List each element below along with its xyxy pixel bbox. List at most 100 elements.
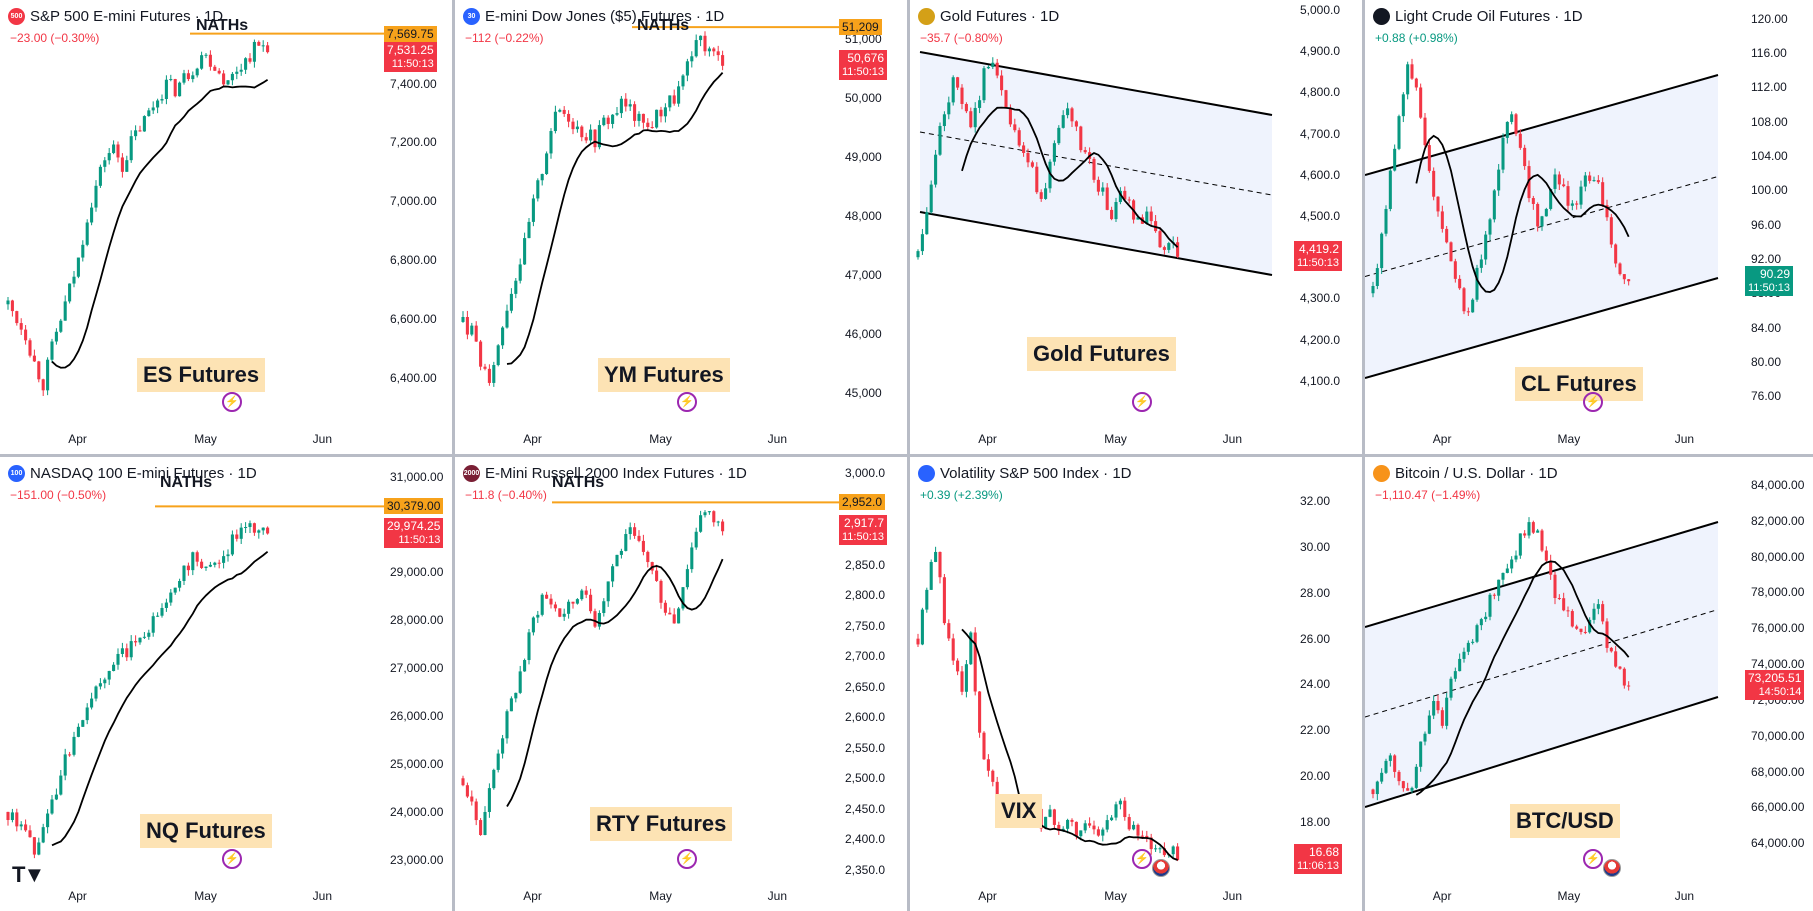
candle-body[interactable] [1583,175,1587,187]
candle-body[interactable] [1017,130,1021,146]
candle-body[interactable] [120,648,124,654]
candle-body[interactable] [474,325,478,342]
candle-body[interactable] [129,641,133,658]
candle-body[interactable] [252,523,256,533]
candle-body[interactable] [6,811,10,821]
candle-body[interactable] [1596,604,1600,609]
candle-body[interactable] [1039,192,1043,199]
candle-body[interactable] [226,554,230,557]
candle-body[interactable] [496,345,500,366]
candle-body[interactable] [164,602,168,608]
candle-body[interactable] [655,570,659,581]
candle-body[interactable] [1579,186,1583,205]
candle-body[interactable] [474,801,478,821]
us-flag-icon[interactable] [1603,859,1621,877]
candle-body[interactable] [575,126,579,130]
candle-body[interactable] [1375,268,1379,287]
candle-body[interactable] [1549,188,1553,209]
candle-body[interactable] [1101,187,1105,192]
candle-body[interactable] [204,566,208,568]
candle-body[interactable] [969,632,973,665]
candle-body[interactable] [1488,219,1492,235]
candle-body[interactable] [956,660,960,672]
candle-body[interactable] [1070,819,1074,822]
candle-body[interactable] [677,608,681,624]
candle-body[interactable] [37,842,41,855]
candle-body[interactable] [1609,217,1613,245]
candle-body[interactable] [628,527,632,535]
candle-body[interactable] [1518,133,1522,148]
candle-body[interactable] [694,531,698,548]
candle-body[interactable] [964,664,968,692]
candle-body[interactable] [208,564,212,567]
candle-body[interactable] [562,109,566,114]
chart-plot[interactable] [910,457,1362,911]
candle-body[interactable] [540,594,544,615]
candle-body[interactable] [1380,772,1384,782]
candle-body[interactable] [178,82,182,97]
candle-body[interactable] [1066,819,1070,829]
candle-body[interactable] [41,379,45,391]
candle-body[interactable] [169,79,173,81]
candle-body[interactable] [549,131,553,154]
candle-body[interactable] [222,73,226,85]
candle-body[interactable] [1562,598,1566,611]
candle-body[interactable] [1092,158,1096,180]
candle-body[interactable] [85,222,89,245]
candle-body[interactable] [668,95,672,108]
candle-body[interactable] [536,180,540,199]
candle-body[interactable] [81,720,85,727]
candle-body[interactable] [707,511,711,513]
candle-body[interactable] [995,781,999,798]
candle-body[interactable] [1592,608,1596,620]
candle-body[interactable] [1479,619,1483,626]
candle-body[interactable] [1136,824,1140,836]
candle-body[interactable] [248,58,252,62]
candle-body[interactable] [90,698,94,708]
candle-body[interactable] [562,613,566,617]
candle-body[interactable] [1471,299,1475,313]
candle-body[interactable] [1536,203,1540,227]
candle-body[interactable] [46,813,50,828]
candle-body[interactable] [76,726,80,737]
candle-body[interactable] [1622,668,1626,686]
candle-body[interactable] [501,738,505,754]
candle-body[interactable] [672,614,676,624]
candle-body[interactable] [1035,166,1039,193]
moving-average-line[interactable] [506,558,724,807]
candle-body[interactable] [584,137,588,141]
candle-body[interactable] [1557,598,1561,600]
candle-body[interactable] [147,110,151,117]
candle-body[interactable] [257,41,261,46]
candle-body[interactable] [1497,169,1501,191]
candle-body[interactable] [969,111,973,128]
candle-body[interactable] [951,77,955,103]
candle-body[interactable] [1427,145,1431,171]
candle-body[interactable] [98,166,102,186]
candle-body[interactable] [929,561,933,590]
candle-body[interactable] [1375,781,1379,795]
candle-body[interactable] [1154,848,1158,850]
candle-body[interactable] [1114,202,1118,220]
candle-body[interactable] [470,796,474,802]
candle-body[interactable] [1101,829,1105,836]
candle-body[interactable] [973,632,977,692]
candle-body[interactable] [973,107,977,128]
candle-body[interactable] [606,581,610,602]
candle-body[interactable] [107,153,111,161]
candle-body[interactable] [641,540,645,552]
candle-body[interactable] [951,638,955,661]
candle-body[interactable] [1505,568,1509,573]
candle-body[interactable] [461,778,465,786]
candle-body[interactable] [134,130,138,137]
candle-body[interactable] [1410,64,1414,79]
candle-body[interactable] [160,99,164,101]
candle-body[interactable] [1127,817,1131,830]
event-lightning-icon[interactable]: ⚡ [1132,849,1152,869]
event-lightning-icon[interactable]: ⚡ [1583,849,1603,869]
candle-body[interactable] [1083,150,1087,153]
candle-body[interactable] [925,589,929,610]
candle-body[interactable] [483,811,487,836]
candle-body[interactable] [699,515,703,532]
candle-body[interactable] [182,73,186,83]
